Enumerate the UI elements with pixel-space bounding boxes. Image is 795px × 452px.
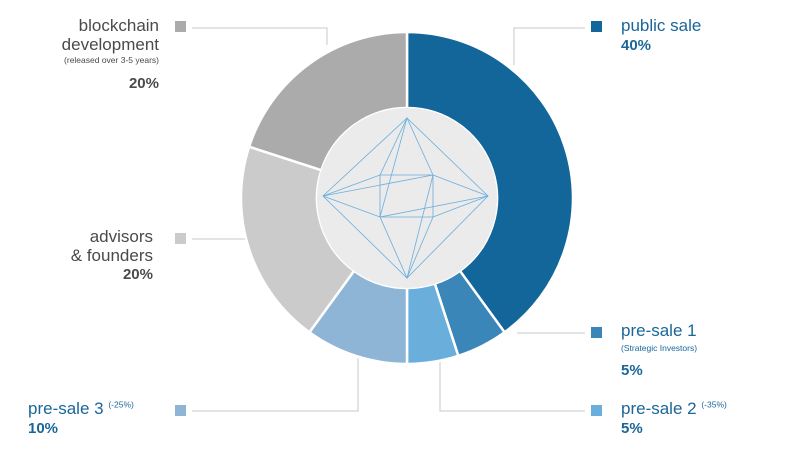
legend-swatch-pre-sale-1 (591, 327, 602, 338)
label-blockchain-development: blockchain development (released over 3-… (61, 16, 159, 92)
slice-percent: 10% (28, 419, 59, 437)
label-advisors-founders: advisors & founders 20% (70, 227, 153, 284)
leader-line (192, 27, 328, 45)
legend-swatch-public-sale (591, 21, 602, 32)
slice-note: (released over 3-5 years) (64, 55, 159, 66)
slice-note: (Strategic Investors) (621, 342, 698, 353)
label-pre-sale-2: pre-sale 2 (-35%) 5% (621, 399, 727, 437)
label-pre-sale-3: pre-sale 3 (-25%) 10% (28, 399, 134, 437)
slice-name-line1: blockchain (78, 16, 159, 35)
legend-swatch-blockchain (175, 21, 186, 32)
slice-percent: 5% (621, 362, 643, 380)
slice-name-row: pre-sale 3 (-25%) (28, 399, 134, 419)
slice-percent: 20% (122, 266, 153, 284)
slice-percent: 5% (621, 419, 643, 437)
label-public-sale: public sale 40% (621, 16, 702, 54)
donut-hole (317, 108, 497, 288)
label-pre-sale-1: pre-sale 1 (Strategic Investors) 5% (621, 321, 698, 380)
legend-swatch-advisors (175, 233, 186, 244)
slice-bonus: (-25%) (108, 399, 134, 410)
leader-line (513, 27, 585, 65)
slice-name: public sale (621, 16, 702, 35)
slice-name-line2: development (61, 34, 159, 54)
slice-name: pre-sale 2 (621, 399, 697, 418)
slice-name-line2: & founders (70, 245, 153, 265)
slice-percent: 20% (128, 74, 159, 92)
slice-name: pre-sale 1 (621, 321, 697, 340)
slice-name: pre-sale 3 (28, 399, 104, 418)
slice-name-row: pre-sale 2 (-35%) (621, 399, 727, 419)
slice-percent: 40% (621, 36, 652, 54)
legend-swatch-pre-sale-2 (591, 405, 602, 416)
legend-swatch-pre-sale-3 (175, 405, 186, 416)
wireframe-octahedron-icon (322, 116, 489, 280)
slice-name-line1: advisors (89, 227, 153, 246)
slice-bonus: (-35%) (701, 399, 727, 410)
